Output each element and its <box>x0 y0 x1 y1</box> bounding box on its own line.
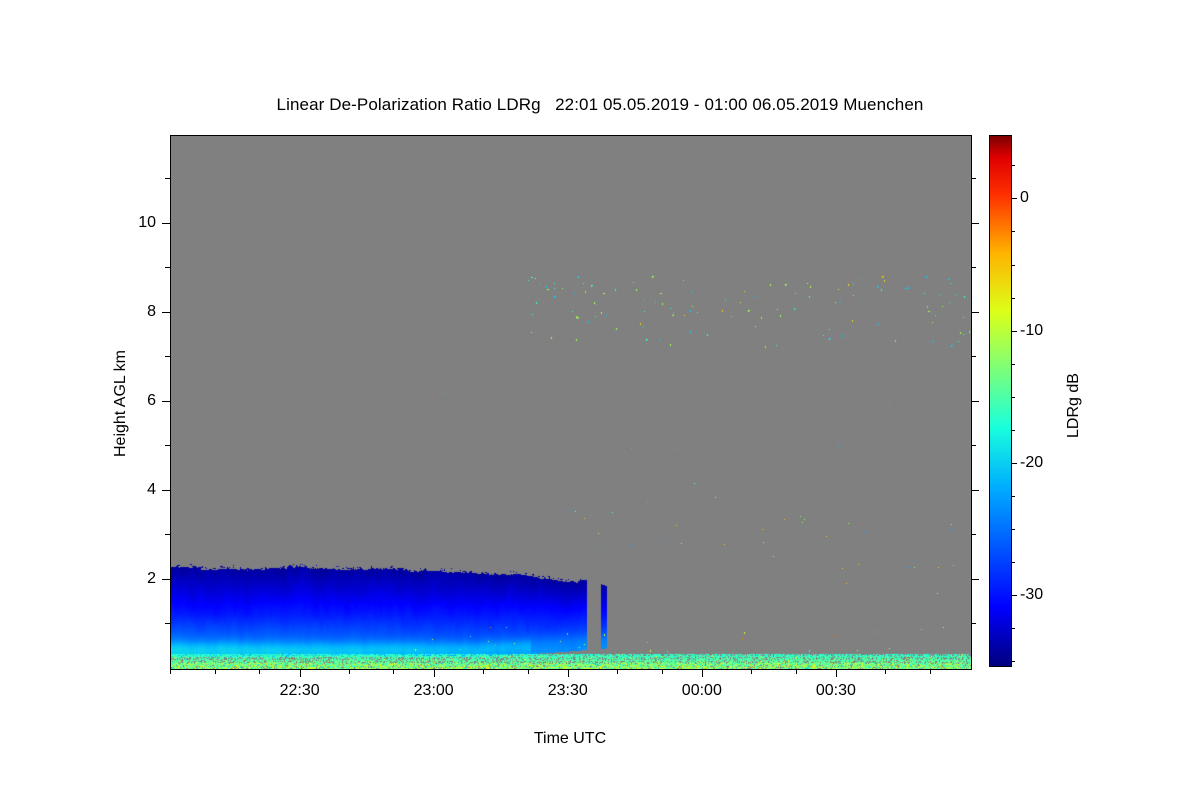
colorbar-tick <box>1012 627 1015 629</box>
colorbar-tick <box>1012 396 1015 398</box>
figure-title: Linear De-Polarization Ratio LDRg 22:01 … <box>276 95 924 114</box>
colorbar-tick <box>1012 462 1017 464</box>
x-tick <box>885 669 887 674</box>
colorbar-tick-label: -30 <box>1020 585 1044 603</box>
colorbar-tick <box>1012 495 1015 497</box>
x-tick-label: 23:00 <box>413 682 454 699</box>
x-tick <box>701 669 703 677</box>
x-tick-label: 00:00 <box>681 682 722 699</box>
colorbar-tick <box>1012 363 1015 365</box>
x-tick <box>929 669 931 674</box>
y-tick-label: 4 <box>147 480 156 498</box>
y-tick <box>165 356 170 358</box>
plot-area <box>170 135 972 670</box>
x-tick <box>482 669 484 674</box>
x-tick-label: 00:30 <box>815 682 856 699</box>
colorbar-tick <box>1012 231 1015 233</box>
y-tick <box>162 222 170 224</box>
y-axis-title: Height AGL km <box>112 349 129 457</box>
x-tick-label: 23:30 <box>547 682 588 699</box>
y-tick-right <box>971 534 976 536</box>
colorbar-tick <box>1012 561 1015 563</box>
y-tick-label: 6 <box>147 391 156 409</box>
x-tick <box>299 669 301 677</box>
y-tick-right <box>971 623 976 625</box>
y-tick <box>162 578 170 580</box>
colorbar-tick <box>1012 165 1015 167</box>
colorbar-title: LDRg dB <box>1065 373 1082 438</box>
x-tick <box>661 669 663 674</box>
x-tick <box>795 669 797 674</box>
ldr-heatmap-canvas <box>171 136 971 669</box>
x-tick <box>567 669 569 677</box>
y-tick-right <box>971 356 976 358</box>
y-tick <box>162 311 170 313</box>
colorbar-tick <box>1012 661 1015 663</box>
colorbar-tick <box>1012 594 1017 596</box>
y-tick-label: 8 <box>147 302 156 320</box>
y-tick <box>165 445 170 447</box>
colorbar-tick <box>1012 198 1017 200</box>
colorbar-tick <box>1012 264 1015 266</box>
colorbar-tick <box>1012 528 1015 530</box>
x-tick <box>259 669 261 674</box>
colorbar-tick-label: 0 <box>1020 189 1029 207</box>
y-tick-right <box>971 400 979 402</box>
x-tick <box>170 669 171 674</box>
x-tick <box>214 669 216 674</box>
colorbar <box>989 135 1012 667</box>
y-tick-right <box>971 578 979 580</box>
y-tick-right <box>971 445 976 447</box>
y-tick <box>165 178 170 180</box>
colorbar-tick <box>1012 330 1017 332</box>
colorbar-gradient <box>990 136 1011 666</box>
y-tick <box>162 400 170 402</box>
y-tick <box>162 489 170 491</box>
y-tick-label: 10 <box>138 213 156 231</box>
y-tick-label: 2 <box>147 569 156 587</box>
x-tick <box>835 669 837 677</box>
x-tick <box>433 669 435 677</box>
y-tick-right <box>971 267 976 269</box>
colorbar-tick-label: -10 <box>1020 321 1044 339</box>
x-tick <box>393 669 395 674</box>
colorbar-tick <box>1012 297 1015 299</box>
colorbar-tick-label: -20 <box>1020 453 1044 471</box>
x-tick <box>616 669 618 674</box>
y-tick-right <box>971 311 979 313</box>
x-tick <box>527 669 529 674</box>
x-tick-label: 22:30 <box>279 682 320 699</box>
colorbar-tick <box>1012 429 1015 431</box>
y-tick <box>165 623 170 625</box>
x-tick <box>348 669 350 674</box>
y-tick-right <box>971 489 979 491</box>
y-tick-right <box>971 222 979 224</box>
x-axis-title: Time UTC <box>533 730 607 747</box>
x-tick <box>751 669 752 674</box>
y-tick-right <box>971 178 976 180</box>
y-tick <box>165 267 170 269</box>
y-tick <box>165 534 170 536</box>
